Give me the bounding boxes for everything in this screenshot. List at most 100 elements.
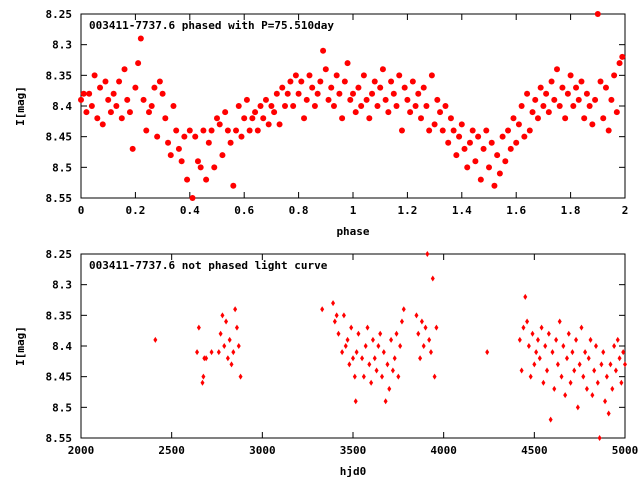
data-point [519,367,524,374]
data-point [231,349,236,356]
data-point [224,127,231,134]
data-point [570,103,577,109]
y-axis-title: I[mag] [14,86,27,126]
data-point [586,355,591,362]
data-point [355,84,362,91]
data-point [458,121,465,128]
data-point [530,330,535,337]
data-point [409,78,416,85]
data-point [265,121,272,128]
y-tick-label: 8.55 [46,192,73,205]
data-point [224,318,229,325]
plot-title: 003411-7737.6 phased with P=75.510day [89,19,334,32]
data-point [200,127,207,134]
x-axis: 2000 2500 3000 3500 4000 4500 5000 [68,254,638,457]
data-point [102,78,109,85]
data-point [472,158,479,165]
data-point [534,115,541,122]
data-point [525,318,530,325]
data-points [153,251,627,441]
data-point [146,109,152,116]
data-point [216,121,223,128]
data-point [461,145,468,152]
data-point [515,121,522,128]
data-point [488,139,495,146]
data-point [159,90,166,97]
data-point [317,78,324,85]
data-point [581,373,586,380]
data-point [534,349,539,356]
data-point [195,349,200,356]
data-point [332,318,337,325]
data-point [377,84,384,91]
data-point [353,398,358,405]
data-point [137,35,144,42]
data-point [229,361,234,368]
data-point [143,127,150,134]
data-point [86,90,93,97]
data-point [579,324,584,331]
data-point [537,84,544,91]
data-point [423,103,430,109]
data-point [518,103,525,109]
data-point [192,133,199,140]
data-point [203,176,210,183]
data-point [241,115,248,122]
data-point [116,78,123,85]
data-point [276,121,283,128]
data-point [505,127,512,134]
data-point [608,96,615,103]
data-point [586,103,593,109]
data-point [532,96,539,103]
data-point [394,330,399,337]
data-point [434,324,439,331]
data-point [387,385,392,392]
phased-light-curve-plot: 8.25 8.3 8.35 8.4 8.45 8.5 8.55 0 0.2 0.4 0.6 0.8 1… [14,8,628,238]
data-point [234,324,239,331]
data-point [194,158,201,165]
data-point [113,103,120,109]
data-point [611,72,618,79]
data-point [99,121,106,128]
data-point [260,115,267,122]
data-point [303,96,310,103]
data-point [249,115,256,122]
data-point [369,379,374,386]
data-point [523,293,528,300]
data-point [491,182,498,189]
data-point [570,349,575,356]
data-point [437,109,444,116]
data-point [390,90,397,97]
data-point [475,133,482,140]
data-point [284,90,291,97]
x-tick-label: 1.2 [397,204,417,217]
data-point [605,127,612,134]
data-point [370,336,375,343]
y-axis-title: I[mag] [14,326,27,366]
data-point [502,158,509,165]
data-point [287,78,294,85]
data-point [564,90,571,97]
data-point [110,90,117,97]
data-point [153,336,158,343]
data-point [173,127,180,134]
data-point [615,336,620,343]
data-point [225,355,230,362]
y-tick-label: 8.45 [46,371,73,384]
data-point [526,127,533,134]
x-tick-label: 2 [622,204,629,217]
data-point [564,355,569,362]
data-point [345,336,350,343]
data-point [445,139,452,146]
data-point [583,349,588,356]
data-point [588,336,593,343]
data-point [528,373,533,380]
data-point [425,251,430,257]
data-point [341,312,346,319]
data-point [88,103,95,109]
data-point [407,109,414,116]
data-point [162,115,169,122]
data-point [376,343,381,349]
data-point [246,127,253,134]
x-axis-title: phase [336,225,369,238]
